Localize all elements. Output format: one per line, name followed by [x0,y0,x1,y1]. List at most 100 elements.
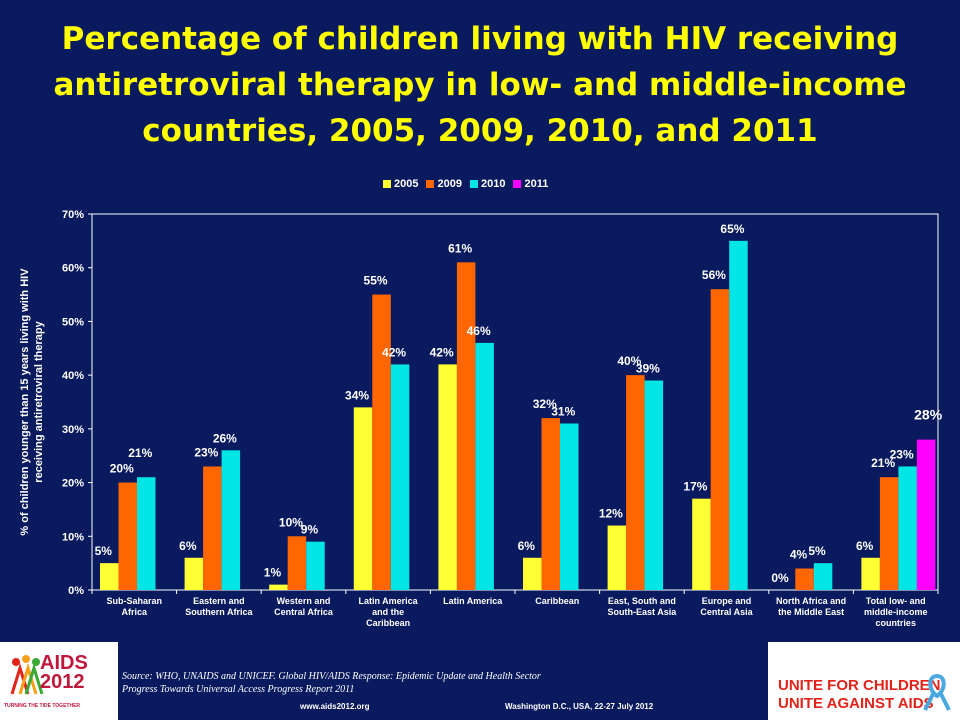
aids-logo-line1: AIDS [40,652,88,674]
bar-2010 [390,364,410,590]
bar-2010 [221,450,241,590]
bar-2009 [372,294,391,590]
source-line-2: Progress Towards Universal Access Progre… [122,684,355,695]
data-label: 9% [301,523,319,537]
x-category-label: Caribbean [535,596,579,606]
footer-dark-band [118,642,768,720]
bar-2005 [692,498,711,590]
footer [0,642,960,720]
y-axis-label: % of children younger than 15 years livi… [19,268,31,536]
source-note: Source: WHO, UNAIDS and UNICEF. Global H… [122,670,742,696]
legend-swatch [469,180,478,188]
awareness-ribbon-icon [923,673,951,711]
legend-item-2011: 2011 [513,178,548,190]
bar-2005 [184,557,204,590]
bar-2009 [541,418,560,590]
data-label: 0% [771,571,789,585]
bar-2005 [269,584,288,590]
data-label: 20% [110,462,134,476]
bar-2009 [118,482,137,590]
legend-label: 2009 [437,178,462,190]
data-label: 6% [179,539,197,553]
bar-2009 [710,289,730,590]
bar-2010 [475,342,494,590]
data-label: 5% [95,544,113,558]
bar-2009 [203,466,222,590]
x-category-label: Europe and [702,596,752,606]
bar-2010 [813,563,833,590]
bar-2010 [137,477,156,590]
data-label: 32% [533,397,557,411]
data-label: 55% [364,274,388,288]
legend-label: 2005 [394,178,419,190]
y-tick-label: 20% [62,478,84,490]
y-tick-label: 40% [62,370,84,382]
aids2012-logo-icon [10,655,44,695]
bar-2010 [560,423,579,590]
data-label: 26% [213,431,237,445]
legend-swatch [513,180,522,188]
bar-2009 [626,375,645,590]
source-line-1: Source: WHO, UNAIDS and UNICEF. Global H… [122,671,541,682]
x-category-label: Central Asia [700,607,753,617]
conference-location: Washington D.C., USA, 22-27 July 2012 [505,702,654,711]
legend-item-2010: 2010 [469,178,506,190]
bar-2005 [607,525,627,590]
unicef-slogan-line1: UNITE FOR CHILDREN [778,677,941,694]
y-tick-label: 70% [62,209,84,221]
x-category-label: Western and [277,596,331,606]
bar-2005 [353,407,373,590]
x-category-label: Caribbean [366,618,410,628]
data-label: 39% [636,362,660,376]
bar-2009 [879,477,899,590]
bar-2005 [861,557,880,590]
chart-legend: 2005 2009 2010 2011 [383,178,552,190]
legend-label: 2010 [480,178,506,190]
data-label: 42% [382,345,406,359]
x-category-label: Latin America [443,596,503,606]
legend-swatch [426,180,435,188]
bar-2005 [100,563,119,590]
bar-2010 [644,380,664,590]
x-category-label: Eastern and [193,596,245,606]
data-label: 10% [279,515,303,529]
data-label: 12% [599,507,623,521]
x-category-label: South-East Asia [608,607,678,617]
data-label: 21% [871,456,895,470]
data-label: 6% [856,539,874,553]
data-label: 31% [551,404,575,418]
bar-2005 [523,557,542,590]
chart-title: Percentage of children living with HIV r… [53,21,907,149]
y-tick-label: 60% [62,263,84,275]
bar-2011 [916,439,936,590]
data-label: 21% [128,446,152,460]
x-category-label: North Africa and [776,596,846,606]
x-category-label: Africa [122,607,149,617]
data-label: 34% [345,388,369,402]
aids-logo-line2: 2012 [40,671,85,693]
data-label: 61% [448,241,472,255]
y-tick-label: 50% [62,316,84,328]
x-category-label: middle-income [864,607,928,617]
bar-2009 [287,536,307,590]
bar-2010 [898,466,917,590]
y-axis-label: receiving antiretroviral therapy [33,320,45,482]
bar-2010 [729,240,748,590]
data-label: 17% [683,480,707,494]
x-category-label: Latin America [359,596,419,606]
bar-2009 [456,262,476,590]
data-label: 4% [790,548,808,562]
bar-2010 [306,541,325,590]
data-label: 5% [808,544,826,558]
website-link[interactable]: www.aids2012.org [300,702,370,711]
legend-item-2009: 2009 [426,178,462,190]
data-label: 23% [194,445,218,459]
data-label: 40% [617,354,641,368]
bar-chart: 0% 10% 20% 30% 40% 50% 60% 70% % of children you… [19,209,943,628]
aids-tagline: TURNING THE TIDE TOGETHER [4,703,81,709]
unicef-slogan-line2: UNITE AGAINST AIDS [778,695,934,712]
data-label: 56% [702,268,726,282]
data-label: 6% [518,539,536,553]
bar-2009 [795,568,814,590]
x-category-label: Sub-Saharan [107,596,163,606]
